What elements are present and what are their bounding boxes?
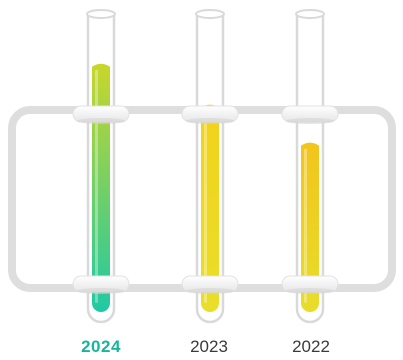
top-clamp [181,105,239,124]
year-label-2024: 2024 [81,337,121,356]
tube-glass [195,14,225,324]
year-label-2023: 2023 [190,337,228,356]
bottom-clamp [72,275,130,294]
liquid-highlight [95,69,98,303]
liquid-fill-2023 [201,104,219,313]
liquid-fill-2022 [301,142,319,312]
liquid-highlight [204,110,207,304]
top-clamp [72,105,130,124]
test-tube-2024 [72,9,130,324]
bottom-clamp [281,275,339,294]
test-tube-2023 [181,9,239,324]
year-label-2022: 2022 [292,337,330,356]
tube-rim [195,9,225,19]
tube-glass [295,14,325,324]
top-clamp [281,105,339,124]
tube-rim [86,9,116,19]
liquid-fill-2024 [92,63,110,312]
tube-glass [86,14,116,324]
liquid-highlight [304,148,307,303]
tube-rim [295,9,325,19]
test-tube-2022 [281,9,339,324]
bottom-clamp [181,275,239,294]
